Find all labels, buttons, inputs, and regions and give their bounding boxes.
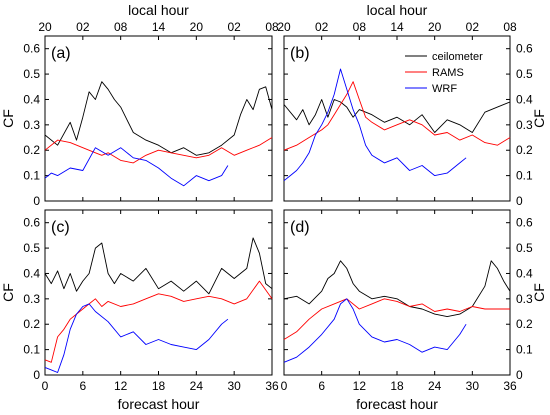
panel-a-top-xtick-label-6: 08 <box>265 20 279 34</box>
panel-b-legend-label-ceilometer: ceilometer <box>432 51 483 63</box>
panel-a-top-xlabel: local hour <box>128 2 189 18</box>
panel-d-label: (d) <box>290 219 310 236</box>
panel-d-xtick-label-6: 36 <box>503 379 517 393</box>
panel-b-legend-label-wrf: WRF <box>432 83 457 95</box>
panel-b-top-xlabel: local hour <box>367 2 428 18</box>
panel-c-ytick-label-1: 0.1 <box>23 343 40 357</box>
panel-d-ylabel: CF <box>531 283 547 302</box>
panel-c-ytick-label-0: 0 <box>33 368 40 382</box>
panel-d-xtick-label-5: 30 <box>466 379 480 393</box>
panel-d-xtick-label-1: 6 <box>318 379 325 393</box>
panel-a-ytick-label-2: 0.2 <box>23 143 40 157</box>
panel-d-ytick-label-1: 0.1 <box>516 343 533 357</box>
panel-a-top-xtick-label-1: 02 <box>76 20 90 34</box>
panel-b-top-xtick-label-0: 20 <box>277 20 291 34</box>
panel-c-xtick-label-3: 18 <box>152 379 166 393</box>
panel-c-ytick-label-4: 0.4 <box>23 266 40 280</box>
panel-b-top-xtick-label-2: 08 <box>353 20 367 34</box>
panel-b-label: (b) <box>290 45 310 62</box>
panel-c-series-wrf <box>44 303 229 373</box>
panel-c-xlabel: forecast hour <box>118 396 200 412</box>
panel-b-ylabel: CF <box>531 109 547 128</box>
panel-a-top-xtick-label-4: 20 <box>190 20 204 34</box>
panel-b-legend-label-rams: RAMS <box>432 67 464 79</box>
panel-a-top-xtick-label-5: 02 <box>227 20 241 34</box>
panel-b-ytick-label-2: 0.2 <box>516 143 533 157</box>
panel-c-label: (c) <box>51 219 70 236</box>
panel-b-top-xtick-label-4: 20 <box>428 20 442 34</box>
panel-c-xtick-label-1: 6 <box>79 379 86 393</box>
panel-d-ytick-label-6: 0.6 <box>516 216 533 230</box>
panel-c-ytick-label-6: 0.6 <box>23 216 40 230</box>
panel-a-top-xtick-label-2: 08 <box>114 20 128 34</box>
panel-d-xtick-label-0: 0 <box>281 379 288 393</box>
panel-d-frame <box>283 209 511 376</box>
panel-b-series-wrf <box>283 68 467 182</box>
panel-d-xtick-label-2: 12 <box>353 379 367 393</box>
panel-b-top-xtick-label-5: 02 <box>466 20 480 34</box>
panel-b-top-xtick-label-3: 14 <box>390 20 404 34</box>
panel-c-xtick-label-5: 30 <box>227 379 241 393</box>
panel-d-series-ceilometer <box>283 260 511 318</box>
panel-a-ytick-label-5: 0.5 <box>23 67 40 81</box>
panel-d-series-rams <box>283 298 510 340</box>
panel-c-ytick-label-2: 0.2 <box>23 317 40 331</box>
panel-c-ytick-label-5: 0.5 <box>23 241 40 255</box>
panel-b-series-rams <box>283 81 511 151</box>
panel-b-series-ceilometer <box>283 99 511 133</box>
panel-a-series-ceilometer <box>44 81 273 156</box>
panel-d-ytick-label-3: 0.3 <box>516 292 533 306</box>
panel-c-xtick-label-0: 0 <box>42 379 49 393</box>
panel-a-label: (a) <box>51 45 71 62</box>
panel-c-ytick-label-3: 0.3 <box>23 292 40 306</box>
panel-a-ylabel: CF <box>0 109 16 128</box>
panel-c-series-ceilometer <box>44 237 273 295</box>
panel-c-frame <box>44 209 273 376</box>
panel-d-ytick-label-5: 0.5 <box>516 241 533 255</box>
panel-d-xtick-label-4: 24 <box>428 379 442 393</box>
panel-a-ytick-label-1: 0.1 <box>23 169 40 183</box>
panel-b-ytick-label-6: 0.6 <box>516 42 533 56</box>
panel-b-top-xtick-label-6: 08 <box>503 20 517 34</box>
panel-c-xtick-label-4: 24 <box>190 379 204 393</box>
panel-d-xlabel: forecast hour <box>356 396 438 412</box>
panel-a-top-xtick-label-3: 14 <box>152 20 166 34</box>
panel-b-ytick-label-1: 0.1 <box>516 169 533 183</box>
panel-a-series-rams <box>44 137 273 164</box>
panel-c-xtick-label-2: 12 <box>114 379 128 393</box>
panel-a-ytick-label-6: 0.6 <box>23 42 40 56</box>
panel-d-xtick-label-3: 18 <box>390 379 404 393</box>
panel-d-ytick-label-4: 0.4 <box>516 266 533 280</box>
panel-d-ytick-label-0: 0 <box>516 368 523 382</box>
panel-a-top-xtick-label-0: 20 <box>38 20 52 34</box>
panel-b-top-xtick-label-1: 02 <box>315 20 329 34</box>
panel-b-ytick-label-3: 0.3 <box>516 118 533 132</box>
panel-b-ytick-label-5: 0.5 <box>516 67 533 81</box>
panel-d-series-wrf <box>283 298 467 363</box>
panel-b-ytick-label-0: 0 <box>516 194 523 208</box>
panel-b-ytick-label-4: 0.4 <box>516 92 533 106</box>
panel-a-frame <box>44 35 273 202</box>
panel-c-xtick-label-6: 36 <box>265 379 279 393</box>
panel-a-series-wrf <box>44 147 229 187</box>
panel-a-ytick-label-4: 0.4 <box>23 92 40 106</box>
panel-a-ytick-label-3: 0.3 <box>23 118 40 132</box>
panel-c-series-rams <box>44 280 273 363</box>
panel-d-ytick-label-2: 0.2 <box>516 317 533 331</box>
panel-c-ylabel: CF <box>0 283 16 302</box>
panel-a-ytick-label-0: 0 <box>33 194 40 208</box>
